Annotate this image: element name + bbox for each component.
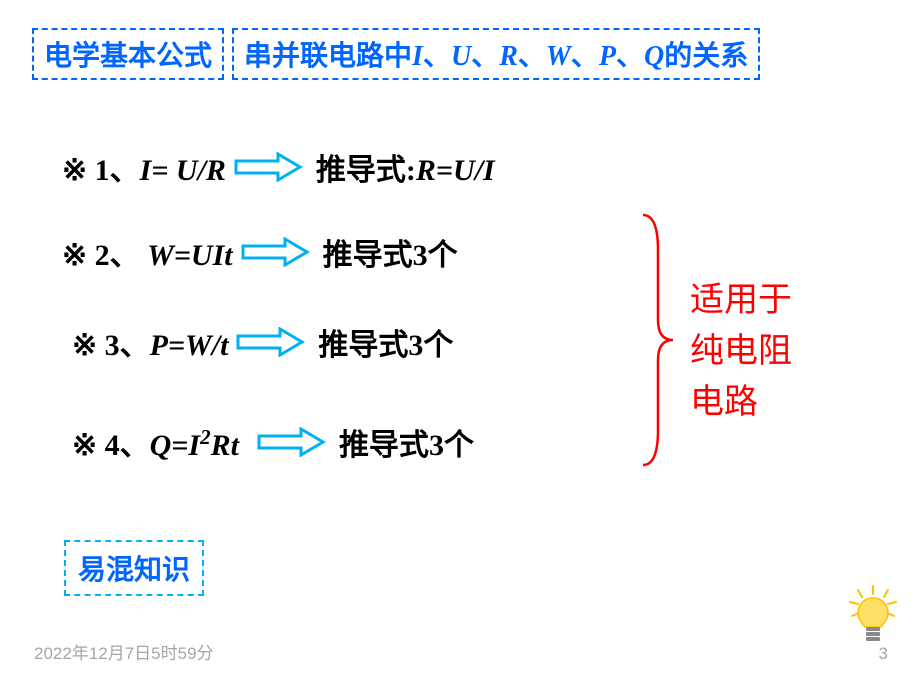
- title2-var-5: Q: [644, 41, 664, 72]
- title2-prefix: 串并联电路中: [244, 41, 412, 72]
- formula-4: ※ 4、Q=I2Rt: [72, 420, 239, 464]
- arrow-icon: [257, 427, 327, 457]
- brace-icon: [638, 210, 678, 470]
- result-4: 推导式3个: [339, 420, 474, 464]
- formula-row-3: ※ 3、P=W/t 推导式3个: [72, 320, 453, 364]
- formula-3: ※ 3、P=W/t: [72, 320, 228, 364]
- header-row: 电学基本公式 串并联电路中I、U、R、W、P、Q的关系: [32, 28, 760, 80]
- arrow-icon: [236, 327, 306, 357]
- side-note-line1: 适用于: [690, 275, 792, 326]
- title2-var-4: P: [599, 41, 616, 72]
- bottom-box: 易混知识: [64, 540, 204, 596]
- result-2: 推导式3个: [323, 230, 458, 274]
- result-3: 推导式3个: [318, 320, 453, 364]
- formula-1: ※ 1、I= U/R: [62, 145, 226, 189]
- side-note-line3: 电路: [690, 377, 792, 428]
- lightbulb-icon: [848, 584, 898, 644]
- arrow-icon: [241, 237, 311, 267]
- title-box-2: 串并联电路中I、U、R、W、P、Q的关系: [232, 28, 760, 80]
- arrow-icon: [234, 152, 304, 182]
- formula-row-2: ※ 2、 W=UIt 推导式3个: [62, 230, 458, 274]
- title2-var-0: I: [412, 41, 423, 72]
- title-box-1: 电学基本公式: [32, 28, 224, 80]
- page-number: 3: [879, 644, 888, 664]
- side-note-line2: 纯电阻: [690, 326, 792, 377]
- formula-row-4: ※ 4、Q=I2Rt 推导式3个: [72, 420, 474, 464]
- title2-suffix: 的关系: [664, 41, 748, 72]
- footer-date: 2022年12月7日5时59分: [34, 639, 214, 664]
- formula-row-1: ※ 1、I= U/R 推导式:R=U/I: [62, 145, 495, 189]
- title2-var-1: U: [451, 41, 471, 72]
- title2-var-3: W: [546, 41, 571, 72]
- formula-2: ※ 2、 W=UIt: [62, 230, 233, 274]
- result-1: 推导式:R=U/I: [316, 145, 495, 189]
- side-note: 适用于 纯电阻 电路: [690, 275, 792, 428]
- title2-var-2: R: [499, 41, 518, 72]
